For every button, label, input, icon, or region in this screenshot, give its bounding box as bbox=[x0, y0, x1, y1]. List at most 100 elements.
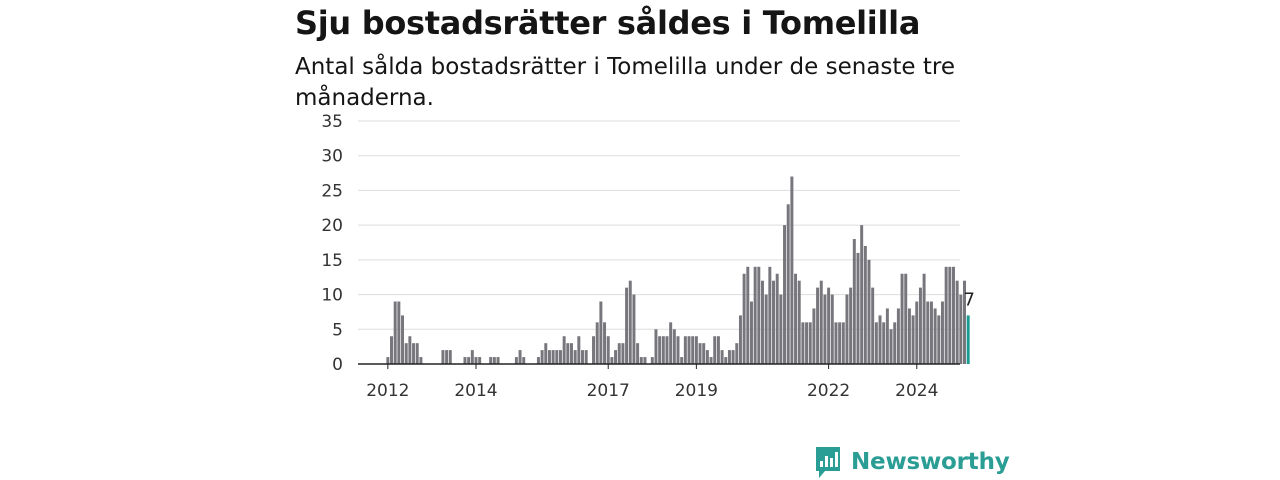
brand-name: Newsworthy bbox=[851, 449, 1010, 475]
bar bbox=[522, 357, 526, 364]
bar bbox=[882, 322, 886, 364]
bar bbox=[783, 225, 787, 364]
bar bbox=[661, 336, 665, 364]
bar bbox=[896, 308, 900, 364]
bar bbox=[849, 287, 853, 364]
bar bbox=[595, 322, 599, 364]
bar bbox=[852, 239, 856, 364]
bar bbox=[698, 343, 702, 364]
bar bbox=[952, 266, 955, 364]
bar bbox=[959, 294, 963, 364]
bar bbox=[680, 357, 684, 364]
bar bbox=[558, 350, 562, 364]
bar bbox=[445, 350, 449, 364]
bar bbox=[562, 336, 566, 364]
gridlines bbox=[358, 120, 960, 330]
bar bbox=[408, 336, 412, 364]
bar bbox=[463, 357, 467, 364]
bar bbox=[907, 308, 911, 364]
bar bbox=[915, 301, 919, 364]
bar bbox=[603, 322, 607, 364]
bar bbox=[955, 280, 959, 364]
bar bbox=[599, 301, 603, 364]
bar bbox=[577, 336, 581, 364]
y-tick-label: 35 bbox=[321, 112, 343, 132]
bar bbox=[746, 266, 750, 364]
bar bbox=[871, 287, 875, 364]
bar bbox=[544, 343, 548, 364]
bars bbox=[386, 176, 970, 364]
bar bbox=[922, 273, 926, 364]
bar bbox=[878, 315, 882, 364]
bar bbox=[470, 350, 474, 364]
bar bbox=[551, 350, 555, 364]
bar bbox=[794, 273, 798, 364]
bar bbox=[705, 350, 709, 364]
bar bbox=[940, 301, 944, 364]
bar bbox=[709, 357, 713, 364]
chart-subtitle: Antal sålda bostadsrätter i Tomelilla un… bbox=[295, 54, 956, 111]
x-tick-label: 2012 bbox=[366, 381, 409, 401]
bar bbox=[606, 336, 610, 364]
bar bbox=[415, 343, 419, 364]
bar bbox=[632, 294, 636, 364]
bar bbox=[768, 266, 772, 364]
y-tick-label: 0 bbox=[332, 355, 343, 375]
bar bbox=[937, 315, 941, 364]
bar bbox=[658, 336, 662, 364]
bar bbox=[478, 357, 482, 364]
bar bbox=[720, 350, 724, 364]
bar bbox=[779, 294, 783, 364]
bar bbox=[555, 350, 559, 364]
bar bbox=[625, 287, 629, 364]
bar bbox=[944, 266, 948, 364]
bar bbox=[929, 301, 933, 364]
x-tick-label: 2019 bbox=[675, 381, 718, 401]
y-tick-label: 10 bbox=[321, 286, 343, 306]
bar bbox=[474, 357, 478, 364]
bar bbox=[823, 294, 827, 364]
bar bbox=[592, 336, 596, 364]
bar bbox=[467, 357, 471, 364]
bar bbox=[764, 294, 768, 364]
y-tick-label: 5 bbox=[332, 320, 343, 340]
bar bbox=[841, 322, 845, 364]
x-tick-label: 2024 bbox=[895, 381, 938, 401]
bar bbox=[808, 322, 812, 364]
bar bbox=[584, 350, 588, 364]
bar bbox=[742, 273, 746, 364]
bar bbox=[918, 287, 922, 364]
y-axis-labels: 0 5 10 15 20 25 30 35 bbox=[321, 112, 343, 375]
bar bbox=[643, 357, 647, 364]
chart-title: Sju bostadsrätter såldes i Tomelilla bbox=[295, 4, 921, 42]
bar bbox=[860, 225, 864, 364]
bar bbox=[628, 280, 632, 364]
bar bbox=[797, 280, 801, 364]
bar bbox=[636, 343, 640, 364]
bar bbox=[801, 322, 805, 364]
x-tick-label: 2022 bbox=[807, 381, 850, 401]
bar bbox=[547, 350, 551, 364]
bar bbox=[775, 273, 779, 364]
bar bbox=[393, 301, 397, 364]
bar bbox=[805, 322, 809, 364]
bar bbox=[617, 343, 621, 364]
bar bbox=[757, 266, 761, 364]
bar bbox=[753, 266, 757, 364]
y-tick-label: 30 bbox=[321, 147, 343, 167]
newsworthy-brand: Newsworthy bbox=[813, 444, 1010, 480]
bar bbox=[702, 343, 706, 364]
latest-value-label: 7 bbox=[963, 289, 974, 310]
bar bbox=[694, 336, 698, 364]
bar bbox=[834, 322, 838, 364]
bar bbox=[581, 350, 584, 364]
bar bbox=[727, 350, 731, 364]
bar bbox=[893, 322, 897, 364]
bar bbox=[845, 294, 849, 364]
bar bbox=[885, 308, 889, 364]
bar bbox=[819, 280, 823, 364]
x-tick-label: 2017 bbox=[587, 381, 630, 401]
bar bbox=[749, 301, 753, 364]
bar bbox=[404, 343, 408, 364]
